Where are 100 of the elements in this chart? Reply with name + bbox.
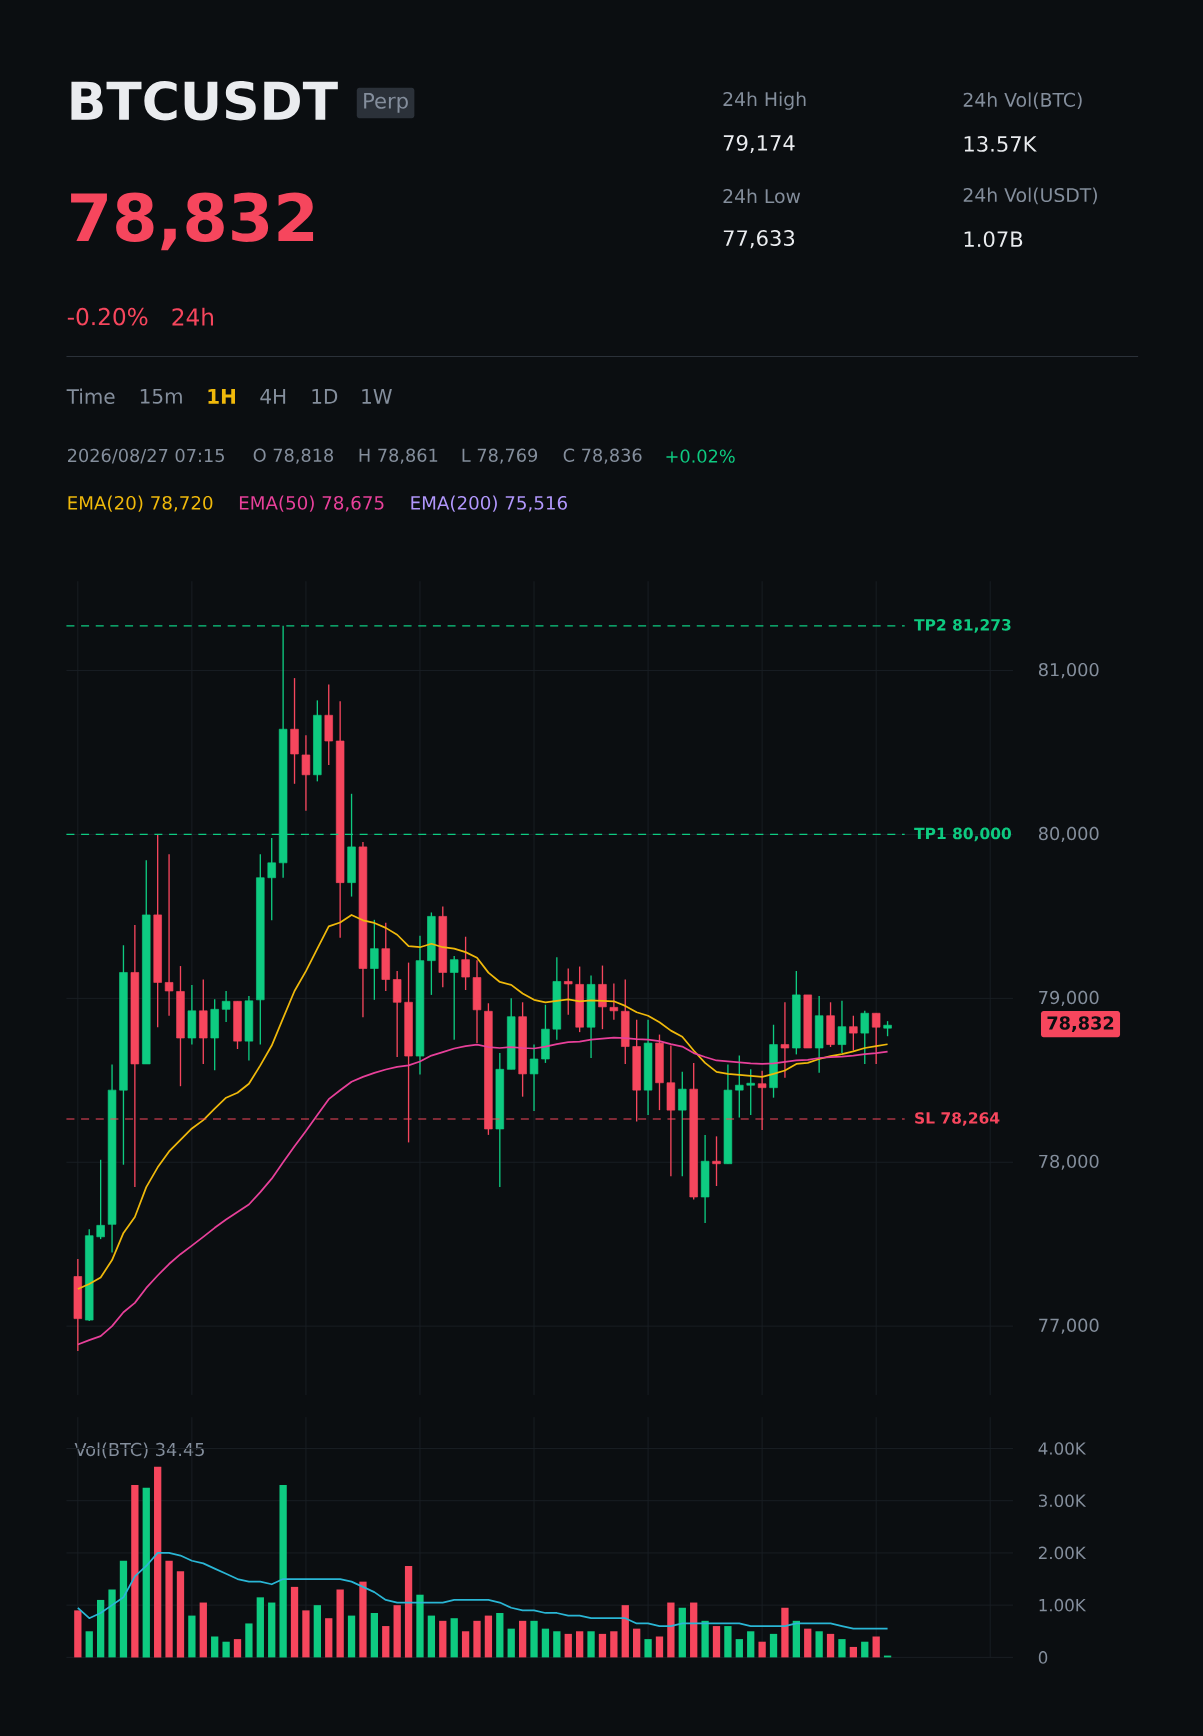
text: 24h Vol(BTC) [963,92,1082,110]
bar [96,1599,105,1658]
candlestick [860,1010,869,1065]
bar [130,1485,139,1658]
bar [85,1631,93,1658]
bar [450,1618,458,1658]
text: 24h [172,307,213,326]
bar [746,1631,755,1658]
bar [849,1646,857,1658]
text: 15m [140,388,182,404]
candlestick [746,1068,755,1116]
bar [108,1589,116,1658]
text: EMA(50) 78,675 [239,495,384,512]
text: 13.57K [964,135,1037,152]
bar [495,1612,504,1658]
bar [792,1620,800,1658]
bar [279,1485,287,1658]
legend-label: EMA(200) 75,516 [411,495,567,512]
y-tick-label: 4.00K [1038,1442,1086,1455]
bar [370,1612,378,1658]
bar [313,1605,321,1658]
candlestick [164,853,174,1017]
chart-title: BTCUSDT [71,81,338,121]
bar [119,1560,127,1658]
text: 1.07B [964,231,1022,248]
ref-line-label: TP2 81,273 [913,618,1011,633]
text: 1W [362,389,392,404]
ref-line-label: SL 78,264 [914,1112,1000,1126]
bar [609,1631,618,1658]
candlestick [871,1012,881,1065]
y-tick-label: 1.00K [1039,1598,1086,1612]
bar [587,1631,595,1658]
text: 1D [312,389,337,404]
text: +0.02% [666,449,735,463]
bar [245,1623,253,1658]
bar [404,1565,413,1658]
y-tick-label: 78,000 [1038,1154,1099,1170]
bar [530,1620,538,1658]
text: 24h Low [723,188,800,204]
bar [689,1602,698,1658]
bar [153,1466,162,1658]
bar [735,1639,743,1658]
bar [324,1618,333,1658]
bar [416,1594,424,1658]
bar [712,1626,720,1658]
bar [484,1615,492,1658]
candlestick [734,1054,744,1119]
y-tick-label: 79,000 [1038,990,1099,1006]
text: O 78,818 [253,448,333,464]
candlestick [301,734,310,812]
bar [336,1589,344,1658]
text: 4H [260,389,285,404]
bar [381,1626,390,1658]
bar [267,1602,276,1658]
candlestick [780,1001,789,1079]
text: 1H [208,389,235,404]
candlestick [529,1043,539,1112]
bar [564,1633,572,1658]
text: H 78,861 [359,448,437,464]
bar [233,1639,241,1658]
bar [176,1571,184,1658]
bar [290,1586,298,1658]
candlestick [563,967,573,1016]
bar [872,1636,880,1658]
candlestick [392,970,402,1058]
candlestick [598,964,607,1030]
y-tick-label: 81,000 [1038,662,1099,679]
text: 24h High [723,91,806,110]
bar [860,1641,869,1658]
candlestick [96,1159,105,1240]
bar [678,1607,686,1658]
bar [769,1633,777,1658]
bar [347,1615,355,1658]
candlestick [221,990,231,1023]
bar [188,1615,196,1658]
bar [838,1639,846,1658]
y-tick-label: 77,000 [1038,1318,1099,1334]
text: Time [66,388,115,405]
bar [598,1633,606,1658]
bar [359,1581,367,1658]
bar [461,1631,470,1658]
ref-line-label: TP1 80,000 [913,827,1011,842]
bar [758,1641,766,1658]
candlestick [449,955,459,1041]
bar [541,1628,549,1658]
bar [222,1641,230,1658]
bar [473,1620,481,1658]
bar [632,1628,641,1658]
bar [803,1628,812,1658]
bar [667,1602,675,1658]
text: Perp [363,93,408,113]
candlestick [677,1071,687,1177]
candlestick [267,837,276,921]
bar [621,1605,629,1658]
text: 79,174 [723,134,795,153]
bar [427,1615,435,1658]
candlestick [712,1135,721,1187]
bar [644,1639,652,1658]
candlestick [848,1015,858,1052]
bar [575,1631,584,1658]
